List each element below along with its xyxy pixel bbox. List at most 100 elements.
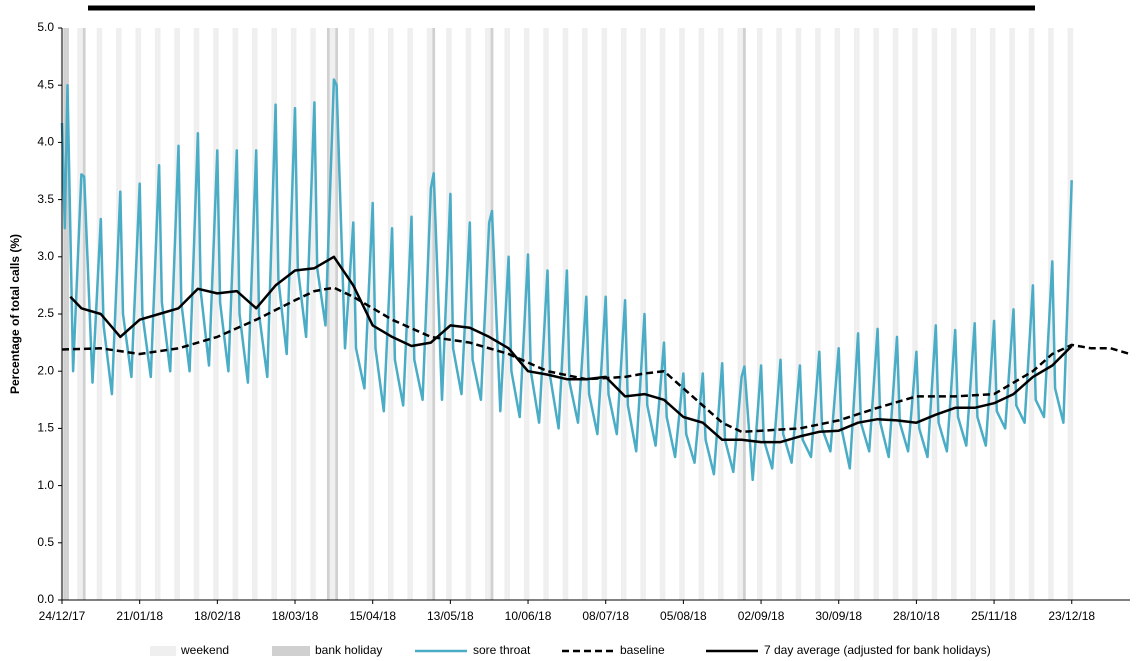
y-tick-label: 1.0 <box>37 478 54 492</box>
bank-holiday-band <box>63 28 67 600</box>
weekend-band <box>759 28 763 600</box>
weekend-band <box>446 28 449 600</box>
y-tick-label: 3.0 <box>37 249 54 263</box>
y-axis-label: Percentage of total calls (%) <box>8 234 22 394</box>
weekend-band <box>779 28 782 600</box>
weekend-band <box>795 28 799 600</box>
weekend-band <box>756 28 760 600</box>
weekend-band <box>448 28 452 600</box>
y-tick-label: 0.5 <box>37 535 54 549</box>
weekend-band <box>720 28 724 600</box>
x-tick-label: 23/12/18 <box>1048 609 1095 623</box>
weekend-band <box>873 28 877 600</box>
weekend-band <box>989 28 993 600</box>
weekend-band <box>837 28 841 600</box>
x-tick-label: 25/11/18 <box>971 609 1017 623</box>
bank-holiday-band <box>432 28 436 600</box>
series-line <box>61 286 1131 434</box>
weekend-band <box>310 28 314 600</box>
weekend-band <box>698 28 702 600</box>
weekend-band <box>193 28 197 600</box>
weekend-band <box>620 28 624 600</box>
weekend-band <box>174 28 178 600</box>
x-tick-label: 24/12/17 <box>39 609 86 623</box>
weekend-band <box>329 28 333 600</box>
weekend-band <box>953 28 957 600</box>
weekend-band <box>737 28 741 600</box>
weekend-band <box>1070 28 1074 600</box>
x-tick-label: 02/09/18 <box>738 609 785 623</box>
weekend-band <box>116 28 119 600</box>
weekend-band <box>215 28 219 600</box>
x-tick-label: 08/07/18 <box>582 609 629 623</box>
weekend-band <box>426 28 430 600</box>
weekend-band <box>468 28 472 600</box>
weekend-band <box>601 28 605 600</box>
weekend-band <box>582 28 585 600</box>
weekend-band <box>526 28 530 600</box>
weekend-band <box>213 28 216 600</box>
weekend-band <box>912 28 916 600</box>
weekend-band <box>662 28 666 600</box>
legend-label: 7 day average (adjusted for bank holiday… <box>764 643 991 657</box>
weekend-band <box>853 28 857 600</box>
bank-holiday-band <box>335 28 339 600</box>
weekend-band <box>892 28 896 600</box>
weekend-band <box>138 28 142 600</box>
weekend-band <box>274 28 277 600</box>
weekend-band <box>177 28 180 600</box>
weekend-band <box>817 28 821 600</box>
x-tick-label: 18/03/18 <box>272 609 319 623</box>
weekend-band <box>235 28 239 600</box>
weekend-band <box>410 28 413 600</box>
weekend-band <box>390 28 394 600</box>
weekend-band <box>332 28 336 600</box>
weekend-band <box>507 28 511 600</box>
bank-holiday-band <box>66 28 69 600</box>
x-tick-label: 21/01/18 <box>116 609 163 623</box>
weekend-band <box>679 28 682 600</box>
weekend-band <box>640 28 644 600</box>
weekend-band <box>271 28 275 600</box>
weekend-band <box>915 28 918 600</box>
legend-swatch <box>272 646 310 656</box>
weekend-band <box>701 28 705 600</box>
weekend-band <box>951 28 954 600</box>
legend-label: bank holiday <box>315 643 382 657</box>
x-tick-label: 10/06/18 <box>505 609 552 623</box>
y-tick-label: 4.0 <box>37 135 54 149</box>
legend-swatch <box>150 646 176 656</box>
weekend-band <box>313 28 316 600</box>
weekend-band <box>135 28 139 600</box>
y-tick-label: 1.5 <box>37 421 54 435</box>
weekend-band <box>934 28 938 600</box>
weekend-band <box>465 28 469 600</box>
y-tick-label: 4.5 <box>37 77 54 91</box>
weekend-band <box>856 28 860 600</box>
weekend-band <box>252 28 255 600</box>
weekend-band <box>351 28 355 600</box>
y-tick-label: 3.5 <box>37 192 54 206</box>
weekend-band <box>798 28 802 600</box>
x-tick-label: 18/02/18 <box>194 609 241 623</box>
weekend-band <box>895 28 899 600</box>
weekend-band <box>196 28 200 600</box>
weekend-band <box>681 28 685 600</box>
legend-label: sore throat <box>473 643 531 657</box>
weekend-band <box>487 28 491 600</box>
weekend-band <box>254 28 258 600</box>
weekend-band <box>970 28 974 600</box>
y-tick-label: 5.0 <box>37 20 54 34</box>
weekend-band <box>931 28 935 600</box>
axes: 0.0 0.5 1.0 1.5 2.0 2.5 3.0 3.5 4.0 4.5 5.0 24/12/1… <box>37 20 1130 623</box>
y-tick-label: 2.5 <box>37 306 54 320</box>
x-tick-label: 05/08/18 <box>660 609 707 623</box>
weekend-band <box>485 28 488 600</box>
weekend-band <box>80 28 83 600</box>
legend: weekend bank holiday sore throat baseline 7 … <box>150 643 991 657</box>
weekend-band <box>740 28 744 600</box>
weekend-band <box>776 28 780 600</box>
bank-holiday-band <box>743 28 746 600</box>
y-tick-label: 2.0 <box>37 363 54 377</box>
